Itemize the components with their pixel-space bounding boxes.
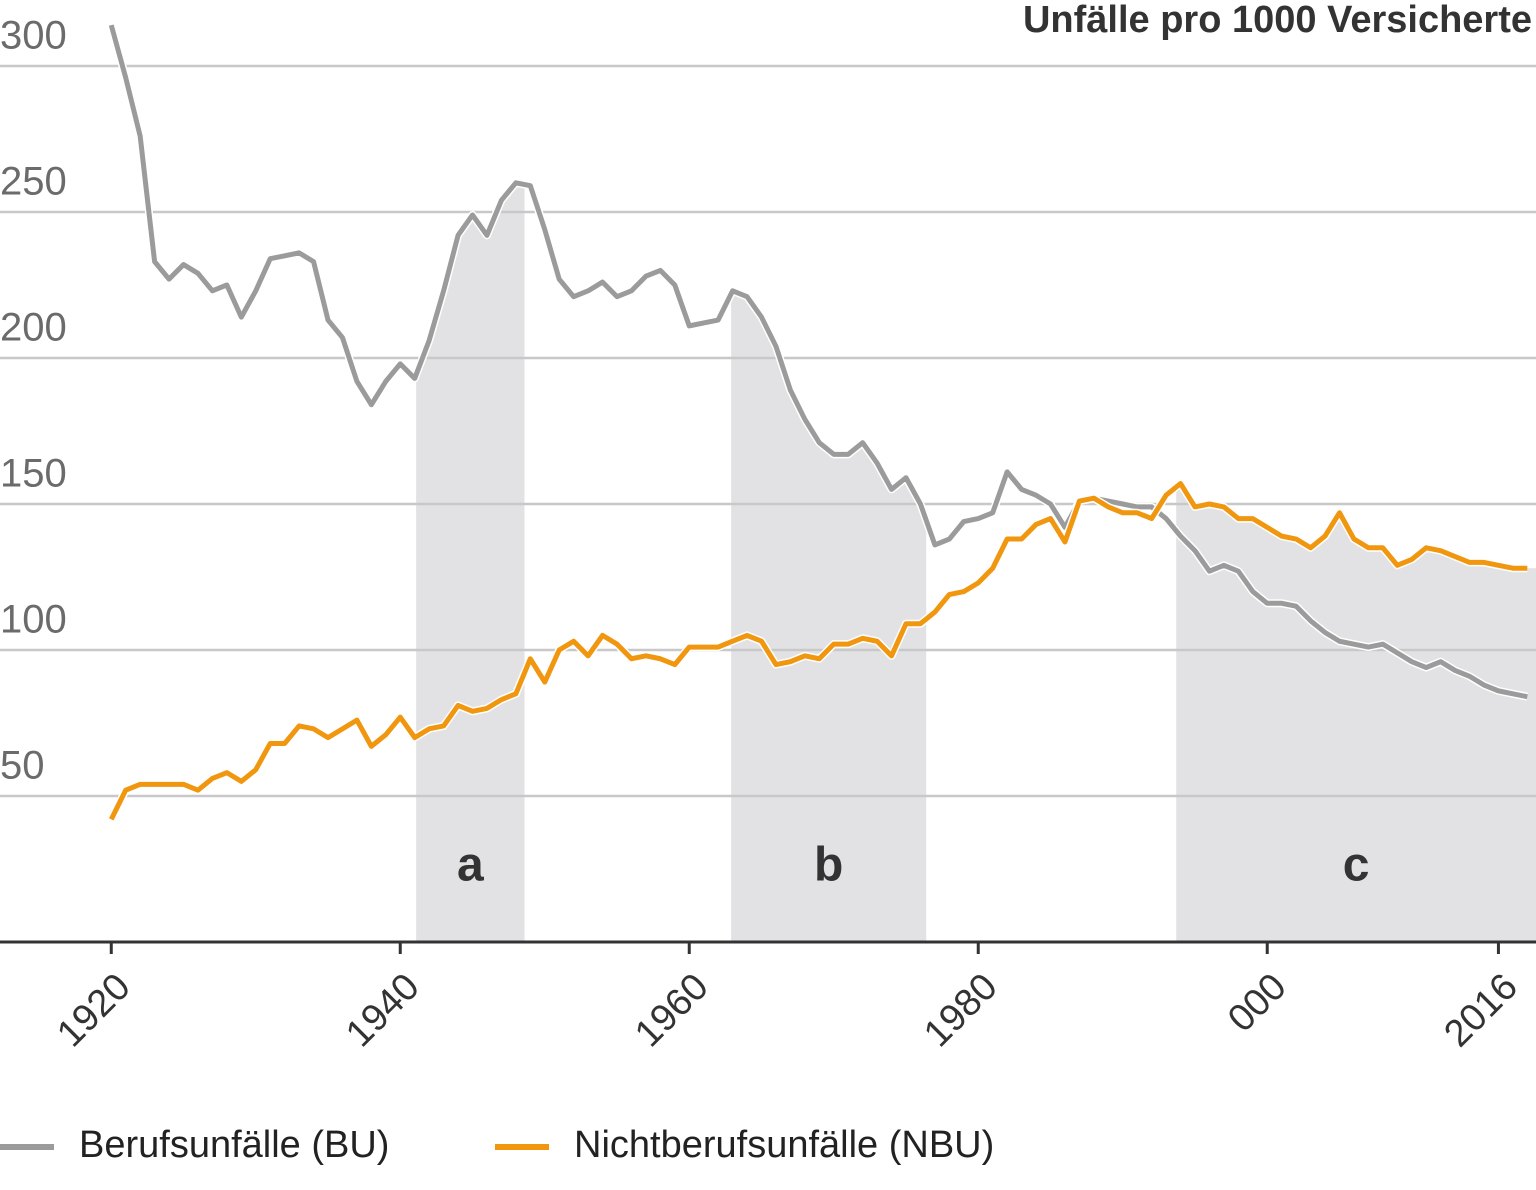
y-tick-label: 200 (0, 306, 67, 350)
y-tick-label: 150 (0, 452, 67, 496)
x-tick-label: 1940 (338, 966, 427, 1055)
region-label: a (457, 839, 484, 892)
x-tick-label: 1960 (627, 966, 716, 1055)
y-tick-label: 250 (0, 160, 67, 204)
y-tick-label: 100 (0, 598, 67, 642)
x-tick-label: 000 (1220, 966, 1295, 1041)
region-label: b (814, 839, 843, 892)
legend-label: Berufsunfälle (BU) (79, 1124, 389, 1166)
x-tick-label: 1980 (916, 966, 1005, 1055)
series-line (109, 481, 1528, 821)
region (416, 182, 525, 942)
region-label: c (1343, 839, 1370, 892)
legend-label: Nichtberufsunfälle (NBU) (574, 1124, 994, 1166)
chart-title: Unfälle pro 1000 Versicherte (1023, 0, 1532, 41)
x-tick-label: 1920 (49, 966, 138, 1055)
region (731, 290, 927, 942)
x-tick-label: 2016 (1436, 966, 1525, 1055)
y-tick-label: 300 (0, 14, 67, 58)
y-tick-label: 50 (0, 744, 45, 788)
lines (107, 24, 1529, 822)
series-line (108, 24, 1528, 700)
